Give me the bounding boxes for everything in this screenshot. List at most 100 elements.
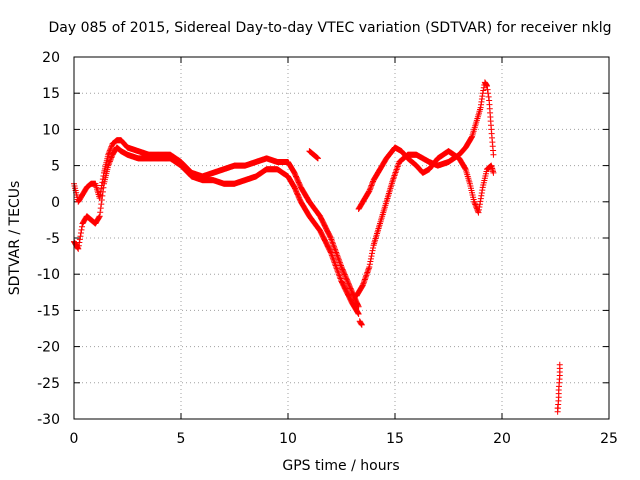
data-point: [332, 262, 339, 269]
data-point: [107, 144, 114, 151]
data-point: [106, 158, 113, 165]
data-point: [366, 186, 373, 193]
data-point: [107, 157, 114, 164]
data-point: [367, 185, 374, 192]
data-point: [340, 267, 347, 274]
y-tick-label: -15: [37, 303, 60, 319]
data-point: [484, 82, 491, 89]
x-tick-label: 15: [386, 431, 404, 447]
data-point: [76, 236, 83, 243]
data-point: [343, 276, 350, 283]
data-point: [329, 240, 336, 247]
data-point: [329, 239, 336, 246]
data-point: [556, 361, 563, 368]
data-point: [480, 84, 487, 91]
data-point: [334, 252, 341, 259]
data-point: [75, 242, 82, 249]
data-point: [334, 266, 341, 273]
data-point: [336, 272, 343, 279]
y-tick-label: -25: [37, 376, 60, 392]
y-tick-label: 5: [51, 159, 60, 175]
data-point: [346, 282, 353, 289]
data-point: [335, 255, 342, 262]
y-tick-label: 0: [51, 195, 60, 211]
data-point: [105, 161, 112, 168]
data-point: [336, 258, 343, 265]
data-point: [474, 208, 481, 215]
data-point: [367, 255, 374, 262]
series-isolated-13.5h: [356, 318, 365, 328]
y-tick-label: 20: [42, 50, 60, 66]
data-point: [333, 263, 340, 270]
y-axis-label: SDTVAR / TECUs: [7, 181, 23, 296]
data-point: [335, 271, 342, 278]
data-point: [366, 263, 373, 270]
data-point: [79, 223, 86, 230]
data-point: [75, 245, 82, 252]
data-point: [98, 201, 105, 208]
data-point: [370, 244, 377, 251]
data-point: [347, 285, 354, 292]
data-point: [471, 198, 478, 205]
x-tick-label: 25: [600, 431, 618, 447]
data-point: [331, 259, 338, 266]
data-point: [484, 86, 491, 93]
data-point: [485, 93, 492, 100]
data-point: [338, 263, 345, 270]
data-point: [355, 311, 362, 318]
data-point: [329, 253, 336, 260]
series-lower-track: [71, 144, 362, 318]
data-point: [331, 243, 338, 250]
data-point: [345, 281, 352, 288]
data-point: [334, 268, 341, 275]
x-tick-label: 20: [493, 431, 511, 447]
data-point: [77, 233, 84, 240]
data-point: [368, 250, 375, 257]
data-point: [368, 181, 375, 188]
data-point: [108, 143, 115, 150]
data-point: [327, 249, 334, 256]
data-point: [329, 255, 336, 262]
data-point: [330, 242, 337, 249]
data-points: [71, 79, 563, 415]
data-point: [107, 146, 114, 153]
data-point: [97, 209, 104, 216]
data-point: [328, 236, 335, 243]
data-point: [368, 253, 375, 260]
data-point: [105, 162, 112, 169]
data-point: [367, 183, 374, 190]
y-tick-label: -5: [46, 231, 60, 247]
data-point: [348, 286, 355, 293]
data-point: [366, 261, 373, 268]
data-point: [332, 246, 339, 253]
data-point: [328, 250, 335, 257]
data-point: [99, 192, 106, 199]
data-point: [347, 284, 354, 291]
data-point: [358, 321, 365, 328]
data-point: [336, 274, 343, 281]
data-point: [331, 245, 338, 252]
chart-title: Day 085 of 2015, Sidereal Day-to-day VTE…: [49, 20, 612, 36]
x-tick-label: 0: [70, 431, 79, 447]
x-axis-label: GPS time / hours: [282, 458, 399, 474]
series-recovery-b: [355, 144, 497, 216]
data-point: [367, 258, 374, 265]
y-tick-label: -10: [37, 267, 60, 283]
data-point: [344, 279, 351, 286]
data-point: [335, 269, 342, 276]
data-point: [485, 90, 492, 97]
data-point: [334, 253, 341, 260]
data-point: [471, 200, 478, 207]
data-point: [342, 274, 349, 281]
y-tick-label: 15: [42, 86, 60, 102]
data-point: [337, 262, 344, 269]
data-point: [332, 248, 339, 255]
plot-frame: [73, 56, 610, 420]
data-point: [327, 248, 334, 255]
data-point: [490, 151, 497, 158]
series-bump-11h: [306, 148, 321, 162]
data-point: [369, 247, 376, 254]
data-point: [339, 266, 346, 273]
data-point: [472, 202, 479, 209]
